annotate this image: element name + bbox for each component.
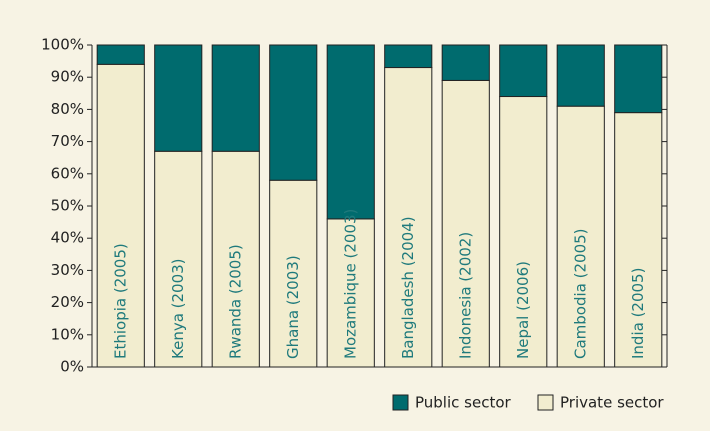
category-label: Bangladesh (2004) (399, 216, 417, 359)
y-tick-label: 50% (51, 197, 84, 215)
bar-segment (96, 44, 145, 65)
bar-segment (211, 44, 260, 152)
y-tick-label: 80% (51, 100, 84, 118)
bar-segment (384, 44, 433, 69)
bar-segment (614, 44, 663, 114)
legend-swatch (537, 394, 554, 411)
y-tick-label: 10% (51, 325, 84, 343)
bar-segment (556, 44, 605, 107)
legend-label: Public sector (415, 394, 512, 412)
category-label: Nepal (2006) (514, 261, 532, 359)
y-tick-label: 60% (51, 164, 84, 182)
category-label: Kenya (2003) (169, 258, 187, 359)
bar-segment (556, 105, 605, 368)
y-tick-label: 30% (51, 261, 84, 279)
y-tick-label: 100% (41, 36, 84, 54)
bar-segment (326, 44, 375, 220)
legend-swatch (392, 394, 409, 411)
category-label: Ghana (2003) (284, 255, 302, 359)
bar-segment (269, 44, 318, 181)
legend-label: Private sector (560, 394, 664, 412)
category-label: Indonesia (2002) (456, 232, 474, 359)
y-tick-label: 90% (51, 68, 84, 86)
bar-segment (499, 96, 548, 368)
y-tick-label: 0% (60, 358, 84, 376)
bar-segment (154, 44, 203, 152)
bar-segment (269, 179, 318, 368)
bar-segment (326, 218, 375, 368)
y-tick-label: 70% (51, 132, 84, 150)
category-label: Ethiopia (2005) (111, 243, 129, 359)
category-label: India (2005) (629, 268, 647, 359)
bar-segment (441, 79, 490, 368)
category-label: Rwanda (2005) (226, 244, 244, 359)
y-tick-label: 40% (51, 229, 84, 247)
category-label: Mozambique (2003) (341, 209, 359, 359)
bar-segment (441, 44, 490, 81)
bar-segment (499, 44, 548, 98)
category-label: Cambodia (2005) (571, 228, 589, 359)
y-tick-label: 20% (51, 293, 84, 311)
